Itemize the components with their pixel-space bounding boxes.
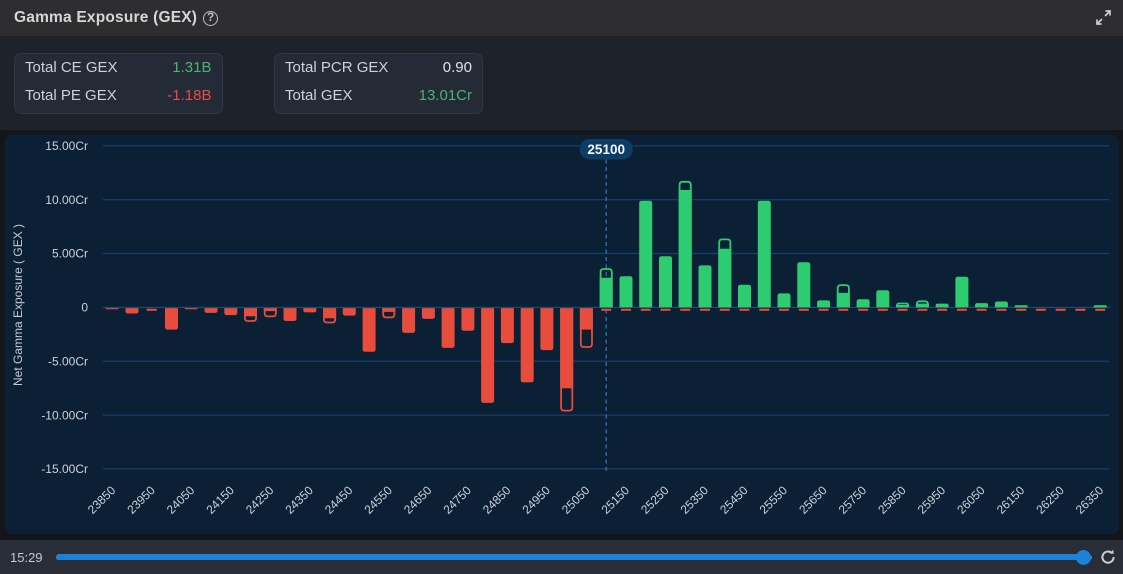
svg-text:-10.00Cr: -10.00Cr	[41, 408, 88, 422]
svg-text:10.00Cr: 10.00Cr	[45, 193, 88, 207]
svg-text:0: 0	[81, 301, 88, 315]
svg-text:25100: 25100	[587, 142, 625, 157]
svg-text:Net Gamma Exposure ( GEX ): Net Gamma Exposure ( GEX )	[11, 224, 25, 386]
svg-text:5.00Cr: 5.00Cr	[52, 247, 88, 261]
svg-text:-15.00Cr: -15.00Cr	[41, 462, 88, 476]
svg-text:-5.00Cr: -5.00Cr	[48, 354, 88, 368]
svg-text:15.00Cr: 15.00Cr	[45, 139, 88, 153]
